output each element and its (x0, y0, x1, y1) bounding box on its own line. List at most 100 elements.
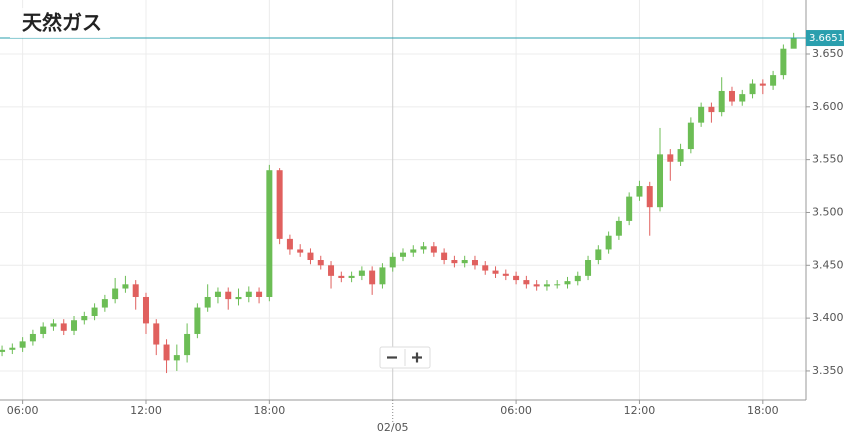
candle (297, 244, 304, 257)
candle (410, 245, 417, 257)
candle (605, 231, 612, 254)
candle-body (595, 249, 602, 261)
candle-body (502, 273, 509, 276)
x-tick-label: 06:00 (7, 404, 39, 417)
candle (513, 271, 520, 285)
zoom-in[interactable] (412, 352, 422, 363)
candle (81, 311, 88, 325)
candle-body (389, 256, 396, 268)
candle-body (523, 280, 530, 285)
candle-body (430, 246, 437, 253)
candle (163, 339, 170, 374)
candle (728, 86, 735, 106)
candle-body (564, 281, 571, 285)
candle (369, 266, 376, 295)
candle-body (29, 333, 36, 342)
candle-body (286, 238, 293, 250)
candle-body (441, 252, 448, 261)
candle-body (698, 106, 705, 123)
candle-body (749, 83, 756, 95)
candle (50, 319, 57, 331)
candle-body (780, 48, 787, 76)
candle-body (60, 323, 67, 331)
candle (502, 269, 509, 281)
last-price-label: 3.6651 (809, 33, 844, 44)
title-bg (10, 8, 110, 38)
candle-body (379, 267, 386, 285)
candle (153, 319, 160, 356)
candle-body (256, 291, 263, 297)
candle (482, 261, 489, 275)
candle (338, 271, 345, 283)
candle-body (225, 291, 232, 300)
candle (441, 248, 448, 265)
candle-body (9, 347, 16, 350)
x-tick-label: 18:00 (254, 404, 286, 417)
candle (430, 242, 437, 257)
y-tick-label: 3.3500 (812, 364, 844, 377)
y-tick-label: 3.4000 (812, 311, 844, 324)
candle (770, 70, 777, 90)
candle-body (163, 344, 170, 361)
candle (389, 252, 396, 272)
candle-body (687, 122, 694, 150)
candle (256, 287, 263, 304)
candle (122, 275, 129, 293)
candle (718, 77, 725, 117)
candle (307, 248, 314, 265)
candle-body (328, 265, 335, 276)
candle-body (708, 106, 715, 113)
candle (543, 280, 550, 291)
candle-body (101, 299, 108, 308)
candle (358, 266, 365, 281)
candle-body (410, 249, 417, 253)
candle-body (554, 284, 561, 286)
candle-body (122, 284, 129, 289)
candle-body (451, 260, 458, 264)
candle (471, 255, 478, 270)
candle-body (667, 154, 674, 162)
candle (91, 303, 98, 321)
candle-body (194, 307, 201, 334)
x-tick-label: 06:00 (500, 404, 532, 417)
candle (667, 149, 674, 181)
candle (214, 287, 221, 304)
candle (400, 248, 406, 262)
candle (132, 280, 139, 310)
candle-body (91, 307, 98, 317)
candle (379, 263, 386, 289)
candle-body (142, 296, 149, 324)
candle (40, 322, 47, 339)
candle (9, 343, 16, 355)
candle (451, 255, 458, 268)
candle-body (461, 260, 468, 264)
candle-body (574, 275, 581, 282)
candle-body (369, 270, 376, 285)
candle-body (759, 83, 766, 86)
candle (276, 168, 283, 245)
candle-body (718, 90, 725, 113)
axes: 3.3500 3.4000 3.4500 3.5000 3.5500 3.6000 3.65… (0, 30, 844, 434)
candle (708, 102, 715, 123)
candle-body (81, 316, 88, 321)
candle-body (585, 260, 592, 276)
candle (194, 303, 201, 339)
candle (564, 276, 571, 289)
y-tick-label: 3.4500 (812, 258, 844, 271)
candle-body (50, 323, 57, 327)
candle (585, 255, 592, 281)
candle-body (492, 270, 499, 274)
candle-body (646, 186, 653, 208)
candle (595, 245, 602, 265)
candle-body (471, 260, 478, 266)
candle-body (513, 275, 520, 281)
candle (29, 329, 36, 346)
candle (19, 337, 26, 352)
candle (780, 44, 787, 80)
candle (739, 89, 746, 106)
x-tick-label: 18:00 (747, 404, 779, 417)
candle (759, 79, 766, 95)
candle (0, 345, 6, 357)
